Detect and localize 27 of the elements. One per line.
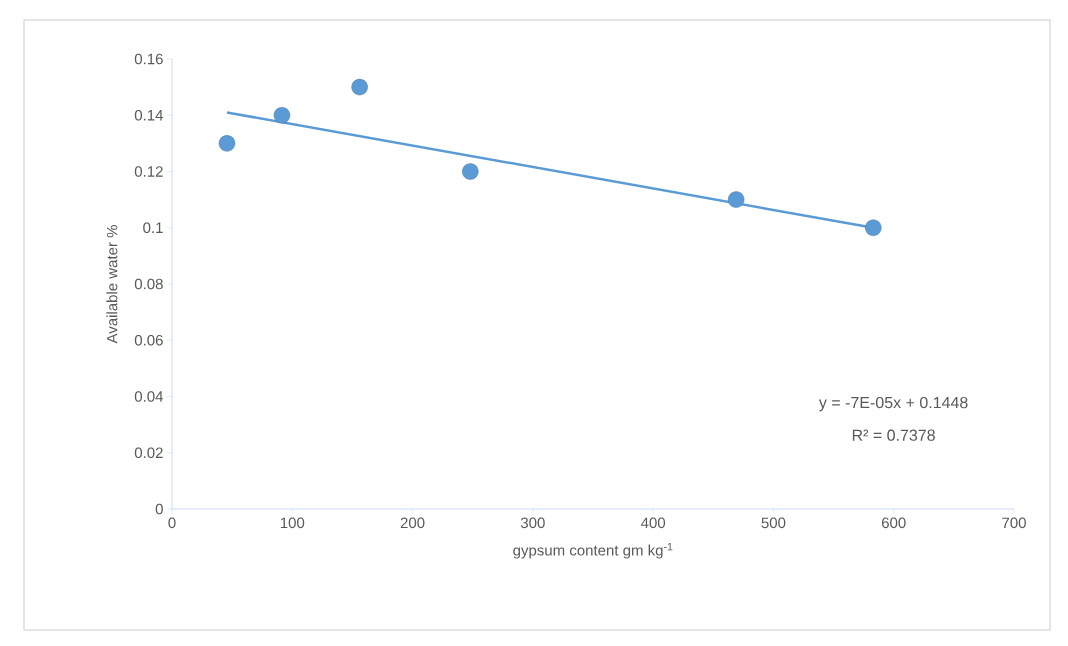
annotation: y = -7E-05x + 0.1448: [818, 396, 968, 412]
annotation: R² = 0.7378: [852, 429, 935, 441]
x-tick-label: 100: [280, 517, 305, 529]
y-tick-label: 0.1: [143, 222, 163, 234]
y-tick-label: 0.06: [134, 334, 163, 346]
y-axis-title: Available water %: [106, 225, 118, 344]
y-tick-label: 0.16: [134, 53, 163, 65]
x-tick-label: 600: [881, 517, 906, 529]
y-tick-label: 0.08: [134, 278, 163, 290]
x-axis-title: gypsum content gm kg$^{-1}$: [513, 543, 673, 559]
point: [273, 107, 291, 124]
point: [351, 78, 368, 96]
y-tick-label: 0.04: [134, 391, 164, 402]
x-tick-label: 700: [1002, 517, 1026, 529]
x-tick-label: 200: [400, 517, 425, 529]
point: [727, 191, 745, 208]
y-tick-label: 0: [155, 503, 163, 515]
y-tick-label: 0.12: [134, 166, 163, 177]
y-tick-label: 0.14: [134, 109, 164, 121]
point: [218, 135, 236, 152]
x-tick-label: 300: [520, 517, 545, 529]
point: [865, 219, 882, 236]
y-tick-label: 0.02: [134, 447, 163, 459]
x-tick-label: 400: [640, 517, 666, 529]
point: [462, 163, 479, 180]
x-tick-label: 0: [168, 517, 176, 529]
x-tick-label: 500: [761, 517, 786, 529]
